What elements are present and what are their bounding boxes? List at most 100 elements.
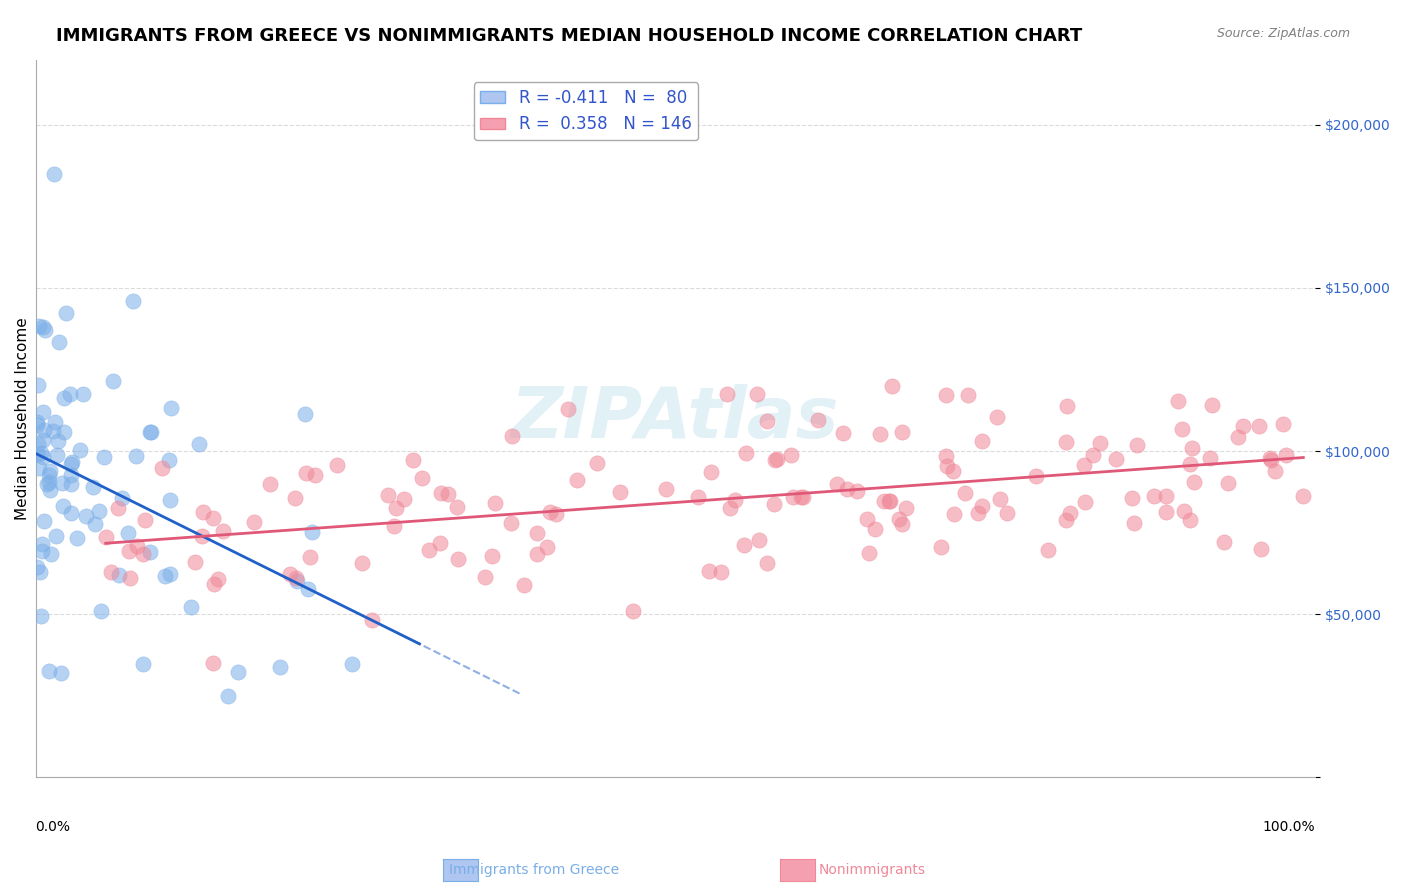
Nonimmigrants xyxy=(1125,438,1147,452)
Immigrants from Greece xyxy=(31,537,53,551)
Immigrants from Greece xyxy=(87,504,110,518)
Nonimmigrants xyxy=(526,547,548,561)
Nonimmigrants xyxy=(716,387,738,401)
Immigrants from Greece xyxy=(59,477,82,491)
Immigrants from Greece xyxy=(32,434,55,448)
Nonimmigrants xyxy=(756,556,779,570)
Nonimmigrants xyxy=(557,402,579,417)
Nonimmigrants xyxy=(382,519,405,533)
Nonimmigrants xyxy=(402,453,425,467)
Nonimmigrants xyxy=(567,474,589,488)
Legend: R = -0.411   N =  80, R =  0.358   N = 146: R = -0.411 N = 80, R = 0.358 N = 146 xyxy=(474,82,699,140)
Nonimmigrants xyxy=(501,428,523,442)
Immigrants from Greece xyxy=(83,516,105,531)
Nonimmigrants xyxy=(285,571,308,585)
Immigrants from Greece xyxy=(49,665,72,680)
Immigrants from Greece xyxy=(39,547,62,561)
Nonimmigrants xyxy=(782,491,804,505)
Immigrants from Greece xyxy=(38,483,60,497)
Immigrants from Greece xyxy=(27,318,49,333)
Nonimmigrants xyxy=(150,460,173,475)
Nonimmigrants xyxy=(697,564,720,578)
Nonimmigrants xyxy=(430,486,453,500)
Immigrants from Greece xyxy=(38,464,60,478)
Immigrants from Greece xyxy=(90,604,112,618)
Nonimmigrants xyxy=(299,550,322,565)
Nonimmigrants xyxy=(790,490,813,504)
Nonimmigrants xyxy=(858,546,880,560)
Nonimmigrants xyxy=(765,452,787,467)
Nonimmigrants xyxy=(896,501,918,516)
Immigrants from Greece xyxy=(157,452,180,467)
Nonimmigrants xyxy=(526,526,548,541)
Nonimmigrants xyxy=(755,414,778,428)
Text: Nonimmigrants: Nonimmigrants xyxy=(818,863,925,877)
Immigrants from Greece xyxy=(159,567,181,582)
Nonimmigrants xyxy=(957,388,980,402)
Nonimmigrants xyxy=(499,516,522,531)
Nonimmigrants xyxy=(284,491,307,505)
Nonimmigrants xyxy=(621,604,644,618)
Nonimmigrants xyxy=(1232,419,1254,434)
Nonimmigrants xyxy=(1025,468,1047,483)
Immigrants from Greece xyxy=(217,689,239,703)
Immigrants from Greece xyxy=(42,424,65,438)
Nonimmigrants xyxy=(688,491,710,505)
Nonimmigrants xyxy=(929,541,952,555)
Immigrants from Greece xyxy=(45,529,67,543)
Nonimmigrants xyxy=(1123,516,1146,531)
Nonimmigrants xyxy=(856,512,879,526)
Immigrants from Greece xyxy=(51,476,73,491)
Nonimmigrants xyxy=(1083,448,1105,462)
Nonimmigrants xyxy=(294,466,316,480)
Nonimmigrants xyxy=(538,505,561,519)
Immigrants from Greece xyxy=(153,569,176,583)
Nonimmigrants xyxy=(304,467,326,482)
Nonimmigrants xyxy=(392,491,415,506)
Immigrants from Greece xyxy=(75,509,97,524)
Nonimmigrants xyxy=(763,453,786,467)
Nonimmigrants xyxy=(1275,448,1298,462)
Nonimmigrants xyxy=(1292,489,1315,503)
Immigrants from Greece xyxy=(35,477,58,491)
Immigrants from Greece xyxy=(30,445,52,459)
Nonimmigrants xyxy=(734,446,756,460)
Nonimmigrants xyxy=(1173,504,1195,518)
Nonimmigrants xyxy=(243,515,266,529)
Immigrants from Greece xyxy=(66,531,89,545)
Immigrants from Greece xyxy=(48,335,70,350)
Immigrants from Greece xyxy=(30,608,52,623)
Immigrants from Greece xyxy=(117,526,139,541)
Immigrants from Greece xyxy=(38,475,60,489)
Immigrants from Greece xyxy=(27,447,49,461)
Nonimmigrants xyxy=(1181,441,1204,455)
Immigrants from Greece xyxy=(69,442,91,457)
Nonimmigrants xyxy=(513,577,536,591)
Text: Immigrants from Greece: Immigrants from Greece xyxy=(450,863,619,877)
Nonimmigrants xyxy=(1059,507,1081,521)
Nonimmigrants xyxy=(184,555,207,569)
Nonimmigrants xyxy=(259,477,281,491)
Nonimmigrants xyxy=(377,488,399,502)
Nonimmigrants xyxy=(845,484,868,499)
Nonimmigrants xyxy=(882,379,904,393)
Nonimmigrants xyxy=(212,524,235,539)
Nonimmigrants xyxy=(1260,453,1282,467)
Immigrants from Greece xyxy=(55,306,77,320)
Immigrants from Greece xyxy=(124,449,146,463)
Nonimmigrants xyxy=(986,409,1008,424)
Nonimmigrants xyxy=(125,539,148,553)
Nonimmigrants xyxy=(385,501,408,516)
Nonimmigrants xyxy=(1250,542,1272,557)
Nonimmigrants xyxy=(1105,451,1128,466)
Nonimmigrants xyxy=(437,487,460,501)
Immigrants from Greece xyxy=(138,425,160,439)
Nonimmigrants xyxy=(825,477,848,491)
Text: 100.0%: 100.0% xyxy=(1263,821,1316,834)
Nonimmigrants xyxy=(718,501,741,516)
Immigrants from Greece xyxy=(34,323,56,337)
Nonimmigrants xyxy=(201,656,224,670)
Nonimmigrants xyxy=(1264,464,1286,478)
Nonimmigrants xyxy=(418,543,440,558)
Immigrants from Greece xyxy=(297,582,319,596)
